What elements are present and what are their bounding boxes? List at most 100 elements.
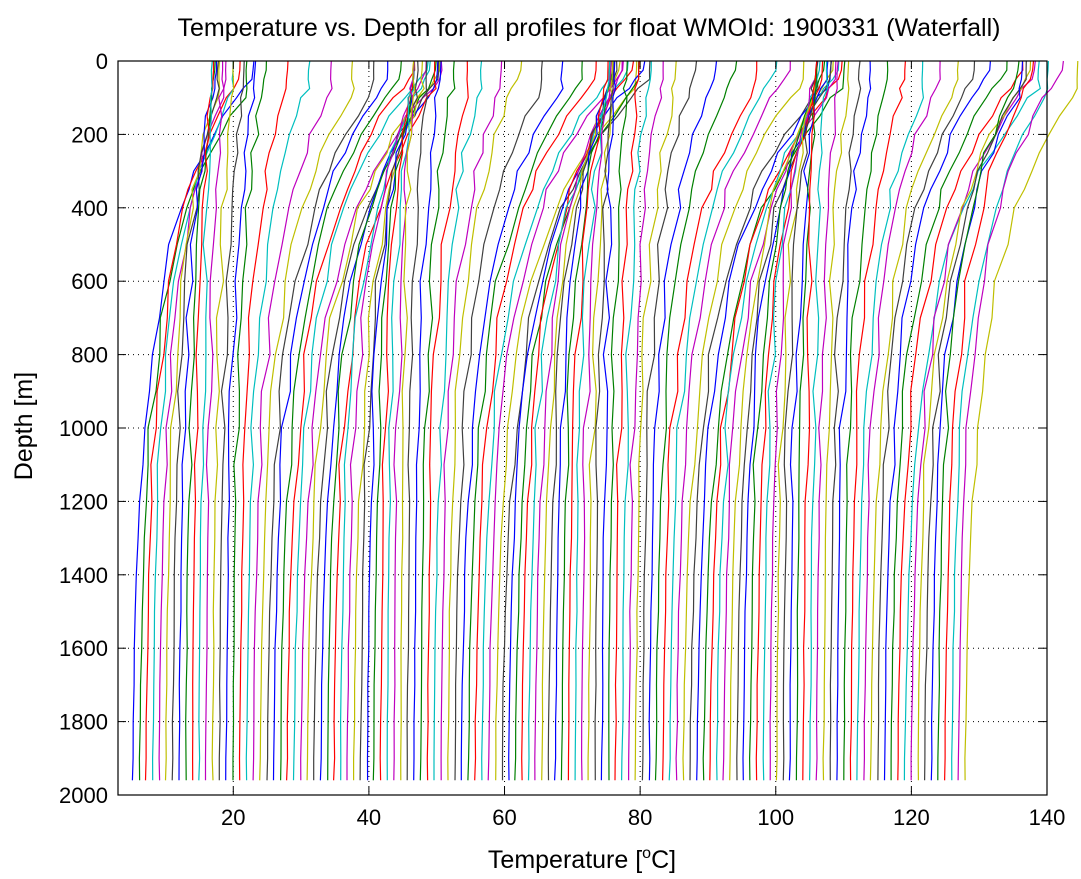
profile-line [641,60,698,781]
profile-line [151,60,235,781]
profile-line [736,60,832,781]
profile-line [292,60,429,781]
profile-line [951,60,1049,781]
profile-line [748,60,826,781]
profile-line [829,60,862,781]
profile-line [419,60,456,781]
profile-line [319,60,439,781]
profile-line [648,60,718,781]
profile-line [628,60,664,781]
profile-line [460,60,564,781]
x-tick-label: 120 [893,805,930,830]
profile-line [191,61,215,781]
profile-line [654,60,738,781]
profile-line [580,60,612,781]
profile-line [883,60,991,781]
profile-line [245,60,311,781]
profile-line [856,60,925,781]
profile-line [400,60,416,781]
profile-line [204,61,225,781]
profile-line [259,60,355,781]
profile-line [937,60,1020,781]
profile-line [614,60,640,781]
profile-line [890,60,1008,781]
profile-line [600,60,617,781]
profile-line [211,60,235,781]
profile-line [353,60,425,781]
y-tick-label: 0 [96,49,108,74]
profile-line [413,60,442,781]
profile-line [454,60,543,781]
profile-line [755,60,824,781]
x-tick-label: 100 [757,805,794,830]
y-tick-label: 1000 [59,416,108,441]
y-tick-label: 200 [71,122,108,147]
profile-line [809,60,829,781]
y-tick-label: 400 [71,196,108,221]
profile-line [668,60,778,781]
profile-line [474,60,597,781]
y-tick-label: 1600 [59,636,108,661]
profile-line [198,60,213,781]
profile-line [682,60,805,781]
profile-line [406,60,428,781]
profile-line [924,60,1027,781]
profile-line [131,60,255,781]
profile-line [863,60,941,781]
profile-line [481,60,611,781]
y-tick-label: 1400 [59,563,108,588]
profile-line [910,60,1036,781]
profile-line [877,60,976,781]
profile-line [521,60,635,781]
profile-line [495,60,638,781]
profile-line [487,60,624,781]
profile-line [218,60,245,781]
x-tick-label: 40 [357,805,381,830]
profile-line [527,60,629,781]
profile-line [634,60,677,781]
profile-line [426,60,469,781]
profile-line [266,60,375,781]
profile-line [702,60,846,781]
profile-line [964,60,1079,781]
profile-line [467,60,583,781]
profile-line [286,60,416,781]
profile-line [346,60,427,781]
profile-line [158,60,227,781]
profile-line [769,60,818,781]
profile-line [547,60,618,781]
x-tick-label: 140 [1029,805,1066,830]
profile-line [280,60,402,781]
profile-line [802,60,818,781]
y-axis-ticks: 0 200 400 600 800 1000 1200 1400 1600 1800 2000 [59,49,1047,808]
profile-line [567,60,609,781]
profile-line [252,60,333,781]
profile-line [238,60,289,781]
profile-line [144,60,241,781]
profile-line [843,60,889,781]
profile-line [313,60,440,781]
profile-line [359,60,419,781]
x-tick-label: 80 [628,805,652,830]
profile-line [608,60,628,781]
profile-line [957,60,1064,781]
profile-line [675,60,791,781]
x-axis-ticks: 20 40 60 80 100 120 140 [221,61,1065,830]
profile-line [447,60,523,781]
profile-line [709,60,843,781]
x-tick-label: 20 [221,805,245,830]
profile-line [869,60,959,781]
x-tick-label: 60 [492,805,516,830]
y-tick-label: 1200 [59,489,108,514]
profile-line [508,60,646,781]
profile-line [440,60,503,781]
profile-line [815,60,839,781]
profile-line [225,60,257,781]
profile-line [372,60,415,781]
profile-line [433,60,483,781]
profile-line [386,60,416,781]
profile-line [849,60,906,781]
profile-line [775,60,818,781]
y-tick-label: 800 [71,343,108,368]
profile-line [897,60,1024,781]
